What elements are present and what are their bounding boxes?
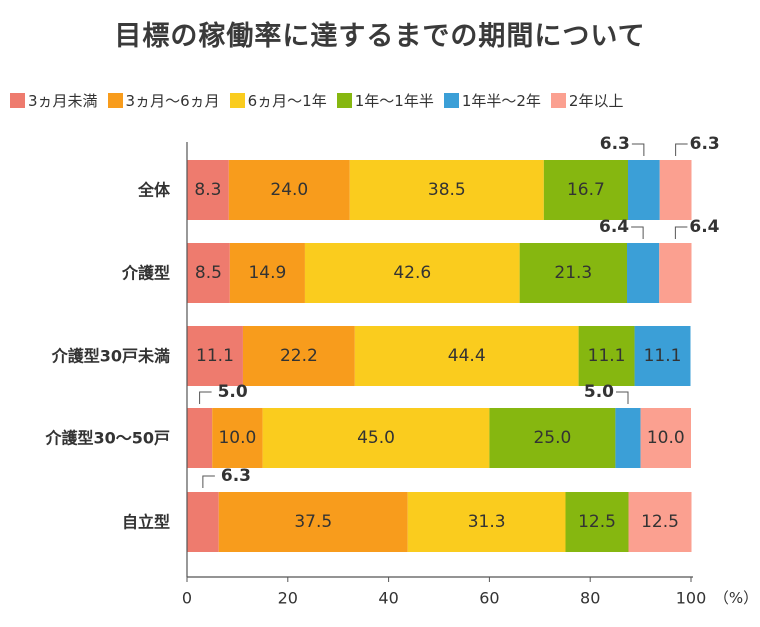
leader-line [199,391,212,404]
data-label: 11.1 [196,346,234,366]
bar-segment [659,243,692,303]
bar-segment [349,160,544,220]
bar-segment [304,243,520,303]
chart-title: 目標の稼働率に達するまでの期間について [114,21,646,52]
bar-segment [187,492,219,552]
legend-swatch [10,93,25,108]
bar-segment [354,326,579,386]
data-label: 6.3 [690,134,720,154]
category-label: 介護型30〜50戸 [44,429,170,448]
data-label: 14.9 [248,263,286,283]
legend-label: 1年半〜2年 [461,92,541,110]
data-label: 11.1 [644,346,682,366]
legend-label: 2年以上 [568,92,624,110]
x-unit-label: （%） [714,589,758,607]
bar-segment [628,160,660,220]
bar-segment [242,326,355,386]
x-tick-label: 20 [278,589,298,608]
legend-swatch [229,93,245,108]
legend-swatch [336,93,352,108]
data-label: 8.3 [194,180,221,200]
bar-segment [543,160,628,220]
data-label: 25.0 [533,428,571,448]
data-label: 10.0 [647,428,685,448]
bar-segment [626,243,660,303]
leader-line [616,391,629,404]
data-label: 21.3 [554,263,592,283]
bar-segment [640,408,691,468]
legend-item: 3ヵ月〜6ヵ月 [107,90,220,111]
data-label: 12.5 [641,512,679,532]
data-label: 44.4 [448,346,486,366]
leader-line [202,475,215,488]
data-label: 5.0 [218,382,248,402]
bar-segment [229,243,305,303]
bar-segment [187,243,230,303]
x-tick-label: 60 [479,589,499,608]
data-label: 38.5 [428,180,466,200]
bar-segment [489,408,616,468]
legend-label: 6ヵ月〜1年 [247,92,327,110]
data-label: 11.1 [588,346,626,366]
legend-label: 3ヵ月未満 [28,92,98,110]
leader-line [674,226,688,239]
bar-segment [187,408,213,468]
data-label: 42.6 [393,263,431,283]
x-tick-label: 40 [378,589,398,608]
bar-segment [634,326,691,386]
data-label: 10.0 [218,428,256,448]
data-label: 6.4 [689,217,719,237]
category-label: 自立型 [122,513,170,532]
bar-segment [659,160,692,220]
bar-segment [218,492,408,552]
category-label: 全体 [137,181,171,200]
data-label: 6.4 [599,217,629,237]
leader-line [675,143,688,156]
data-label: 6.3 [600,134,630,154]
legend-item: 1年半〜2年 [443,90,541,111]
data-label: 6.3 [221,466,251,486]
data-label: 8.5 [195,263,222,283]
data-label: 16.7 [567,180,605,200]
leader-line [631,143,645,156]
legend-swatch [443,93,459,108]
x-tick-label: 80 [580,589,600,608]
x-tick-label: 100 [676,589,707,608]
bar-segment [565,492,629,552]
data-label: 22.2 [280,346,318,366]
data-label: 24.0 [270,180,308,200]
bar-segment [615,408,641,468]
data-label: 12.5 [578,512,616,532]
legend-item: 6ヵ月〜1年 [229,90,327,111]
bar-segment [212,408,263,468]
bar-segment [407,492,566,552]
legend-label: 1年〜1年半 [354,92,434,110]
legend-swatch [107,93,123,108]
legend-swatch [550,93,566,108]
category-label: 介護型30戸未満 [51,347,170,366]
bar-segment [578,326,635,386]
x-tick-label: 0 [182,589,192,608]
bar-segment [628,492,692,552]
bar-segment [187,160,229,220]
bar-segment [228,160,350,220]
category-label: 介護型 [121,264,170,283]
data-label: 5.0 [584,382,614,402]
leader-line [631,226,644,239]
bar-segment [187,326,243,386]
data-label: 37.5 [294,512,332,532]
legend: 3ヵ月未満 3ヵ月〜6ヵ月 6ヵ月〜1年 1年〜1年半 1年半〜2年 2年以上 [10,90,760,111]
bar-segment [262,408,490,468]
data-label: 45.0 [357,428,395,448]
legend-item: 2年以上 [550,90,624,111]
data-label: 31.3 [468,512,506,532]
legend-label: 3ヵ月〜6ヵ月 [125,92,220,110]
legend-item: 1年〜1年半 [336,90,434,111]
legend-item: 3ヵ月未満 [10,90,98,111]
bar-segment [519,243,627,303]
